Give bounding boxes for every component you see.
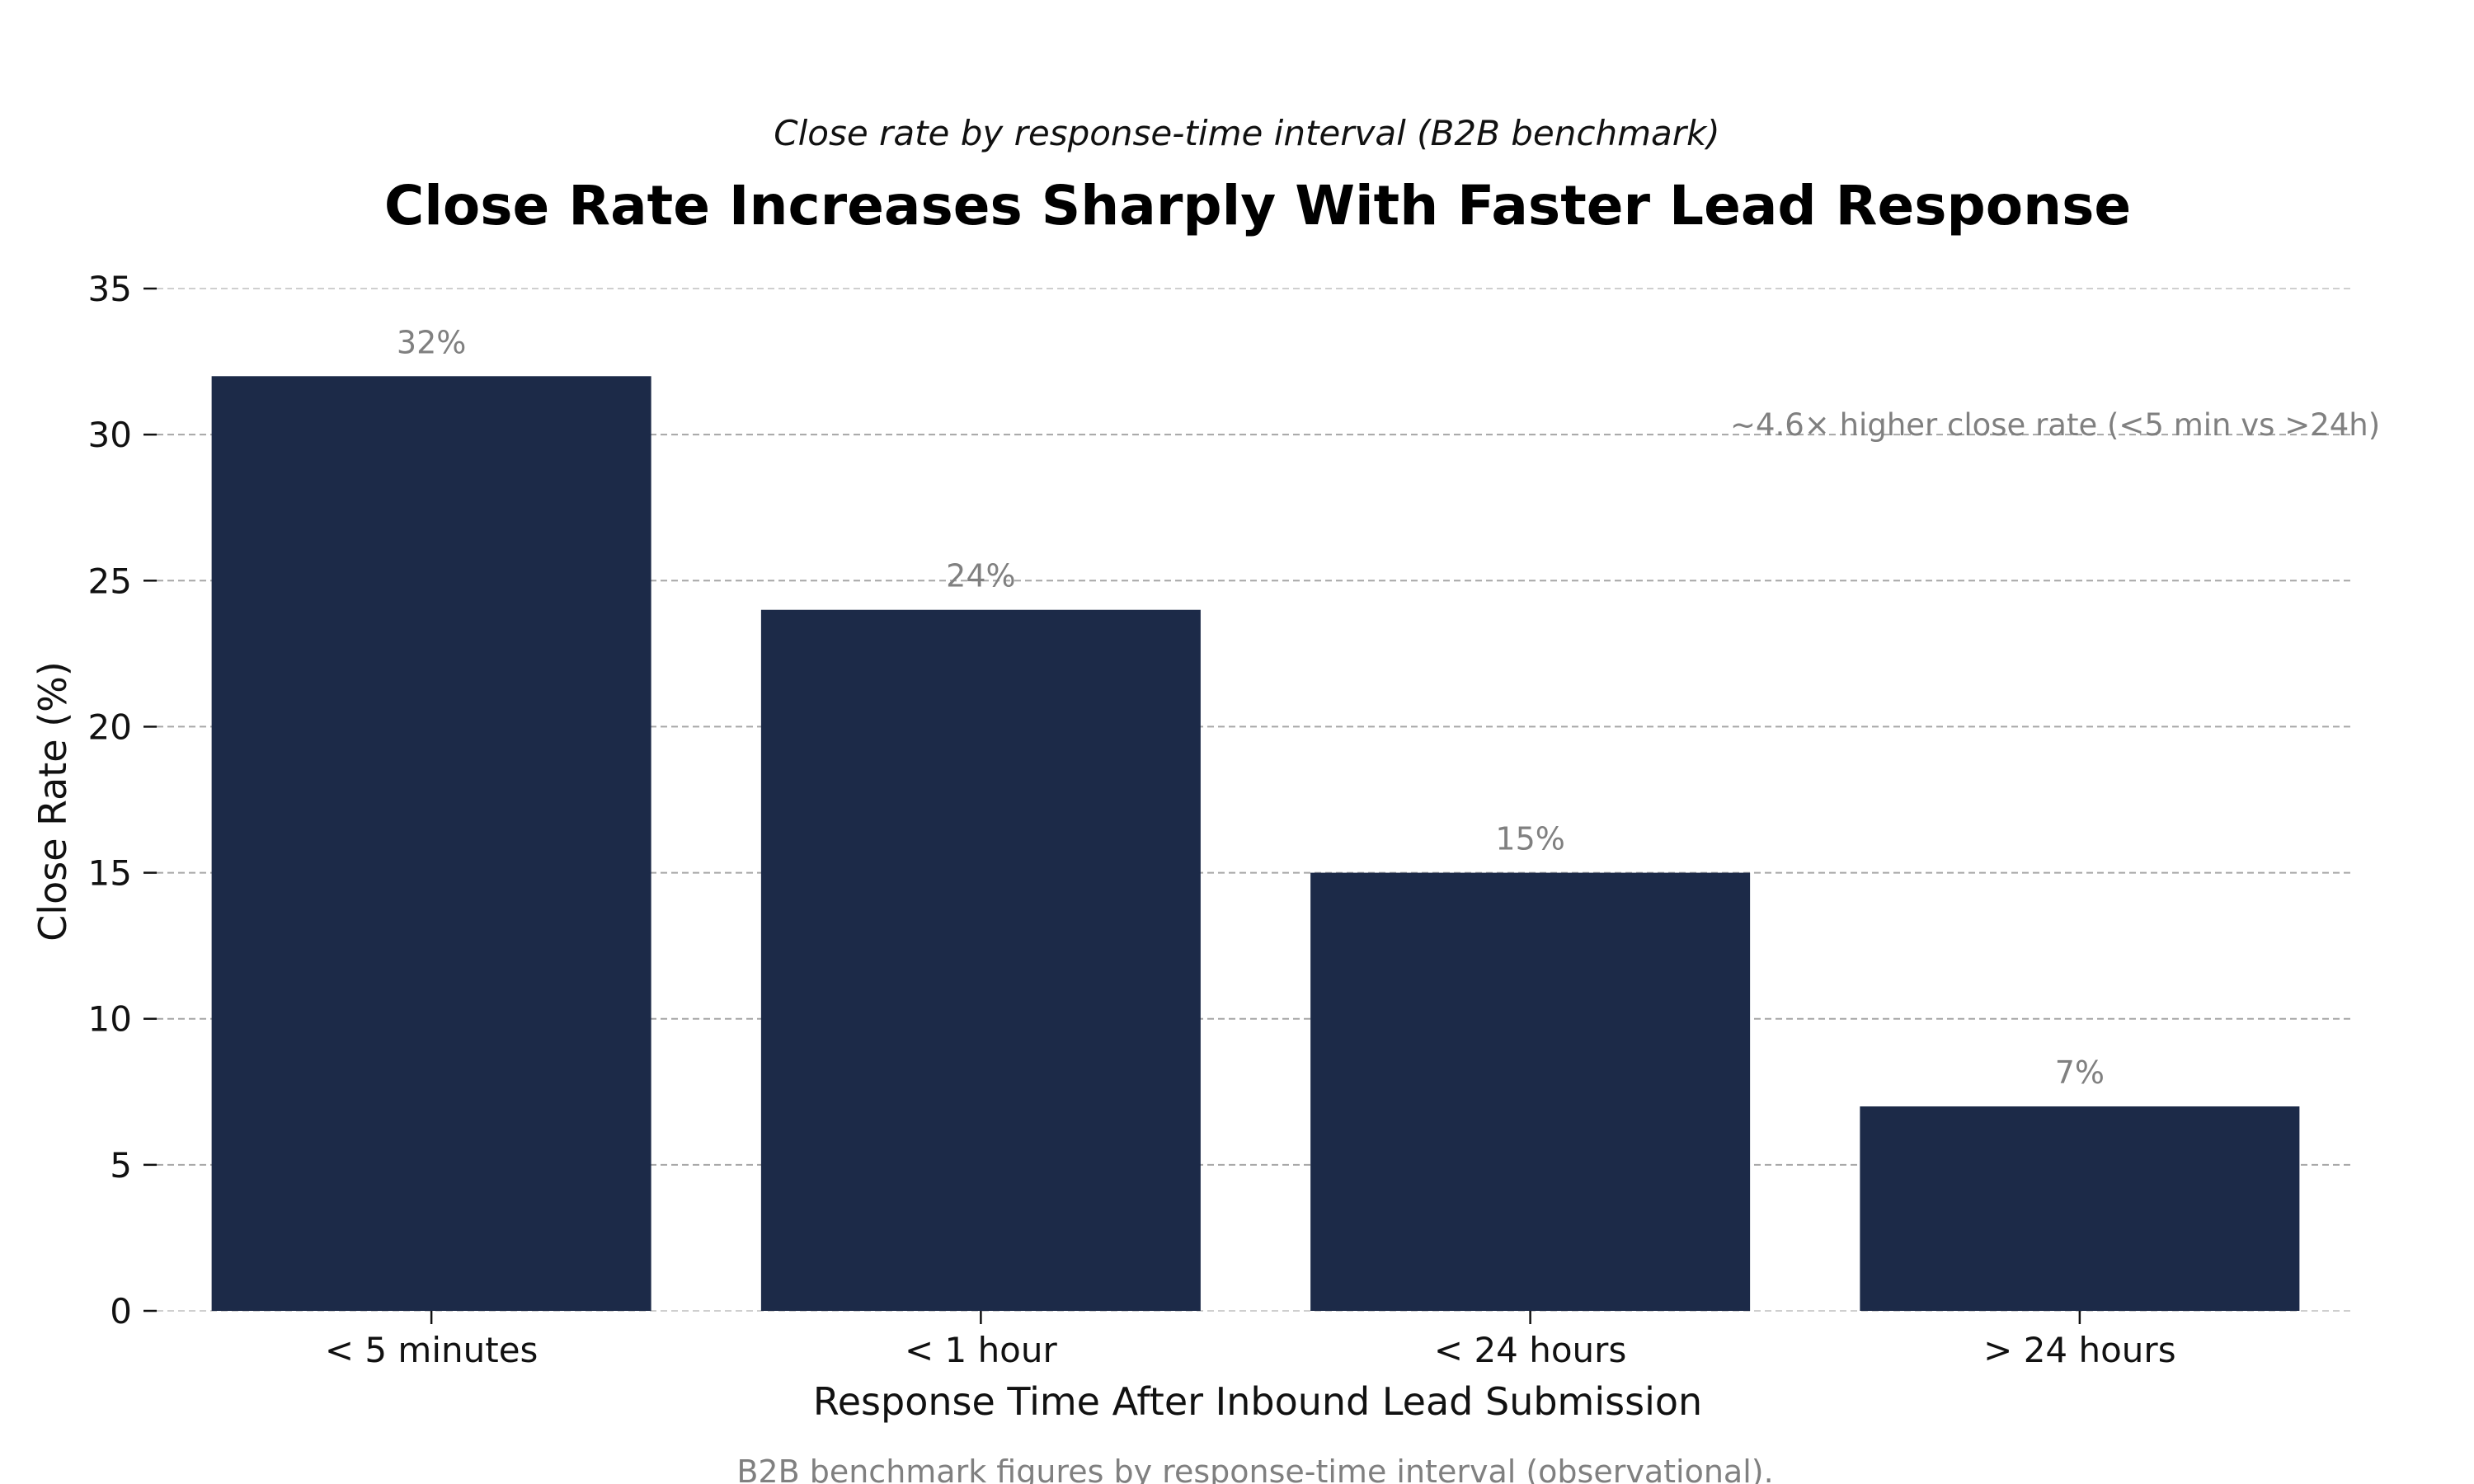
- y-tick-label: 15: [88, 853, 132, 894]
- y-tick-label: 0: [110, 1291, 132, 1331]
- bar-value-label: 24%: [946, 558, 1015, 594]
- chart-title: Close Rate Increases Sharply With Faster…: [384, 174, 2131, 237]
- comparison-annotation: ~4.6× higher close rate (<5 min vs >24h): [1730, 407, 2380, 443]
- bar-value-label: 7%: [2055, 1054, 2105, 1091]
- x-tick-label: < 1 hour: [905, 1330, 1058, 1370]
- y-axis-label: Close Rate (%): [31, 661, 75, 942]
- x-axis-ticks: < 5 minutes < 1 hour < 24 hours > 24 hours: [325, 1311, 2176, 1370]
- bar: [1310, 872, 1751, 1311]
- x-axis-label: Response Time After Inbound Lead Submiss…: [813, 1379, 1702, 1424]
- y-tick-label: 35: [88, 269, 132, 309]
- chart-footnote: B2B benchmark figures by response-time i…: [736, 1453, 1773, 1484]
- y-tick-label: 5: [110, 1145, 132, 1186]
- y-tick-label: 25: [88, 561, 132, 601]
- x-tick-label: > 24 hours: [1983, 1330, 2175, 1370]
- bars: [211, 376, 2300, 1312]
- y-tick-label: 30: [88, 415, 132, 455]
- bar-value-label: 15%: [1495, 821, 1564, 857]
- y-tick-label: 10: [88, 999, 132, 1040]
- bar: [211, 376, 651, 1312]
- x-tick-label: < 24 hours: [1434, 1330, 1626, 1370]
- bar-value-label: 32%: [397, 324, 466, 360]
- chart-subtitle: Close rate by response-time interval (B2…: [774, 113, 1719, 153]
- x-tick-label: < 5 minutes: [325, 1330, 539, 1370]
- y-axis-ticks: 0 5 10 15 20 25 30 35: [88, 269, 157, 1331]
- value-labels: 32% 24% 15% 7%: [397, 324, 2105, 1091]
- y-tick-label: 20: [88, 707, 132, 747]
- bar: [1860, 1106, 2300, 1311]
- bar: [760, 609, 1201, 1311]
